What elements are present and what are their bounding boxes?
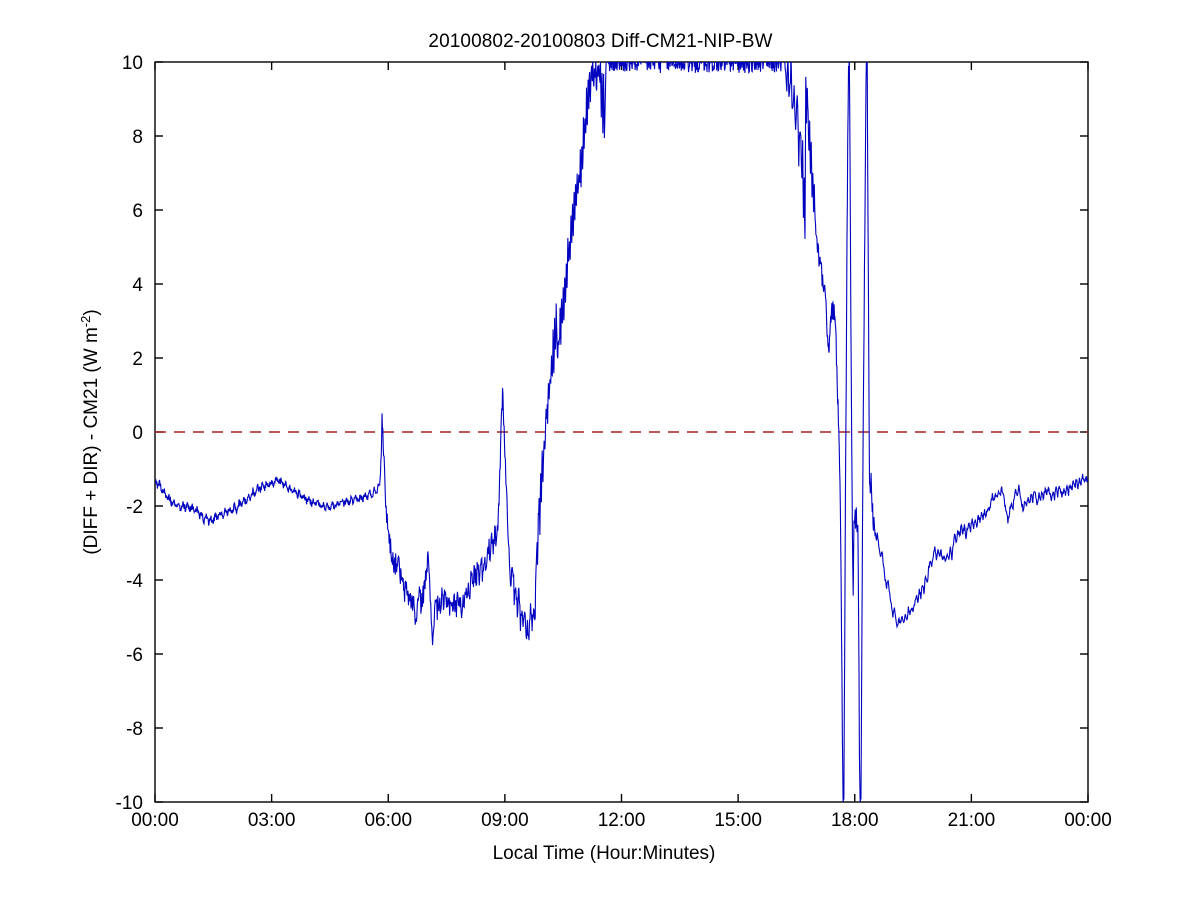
y-tick-label: 2 — [132, 349, 143, 370]
x-tick-label-group: 00:00 03:00 06:00 09:00 12:00 15:00 18:00 21:00… — [131, 810, 1112, 831]
y-axis-title: (DIFF + DIR) - CM21 (W m-2) — [78, 309, 102, 554]
chart-title: 20100802-20100803 Diff-CM21-NIP-BW — [428, 31, 773, 52]
y-tick-label: -2 — [126, 497, 143, 518]
y-tick-label: -10 — [116, 793, 143, 814]
x-tick-label: 03:00 — [248, 810, 296, 831]
y-tick-label: -6 — [126, 645, 143, 666]
x-tick-label: 15:00 — [714, 810, 762, 831]
y-tick-group — [155, 61, 1088, 803]
data-series-group — [155, 62, 1088, 802]
y-axis-title-close: ) — [81, 309, 102, 315]
y-tick-label-group: -10 -8 -6 -4 -2 0 2 4 6 8 10 — [116, 53, 144, 814]
y-tick-label: 10 — [122, 53, 143, 74]
x-tick-label: 09:00 — [481, 810, 529, 831]
y-axis-title-superscript: -2 — [78, 316, 93, 328]
y-tick-label: -8 — [126, 719, 143, 740]
y-tick-label: 0 — [132, 423, 143, 444]
x-axis-title: Local Time (Hour:Minutes) — [493, 843, 716, 864]
x-tick-label: 00:00 — [1064, 810, 1112, 831]
y-tick-label: -4 — [126, 571, 143, 592]
x-tick-label: 06:00 — [364, 810, 412, 831]
data-line — [155, 62, 1088, 802]
y-tick-label: 8 — [132, 127, 143, 148]
y-axis-title-main: (DIFF + DIR) - CM21 (W m — [81, 327, 102, 554]
y-tick-label: 4 — [132, 275, 143, 296]
x-tick-label: 18:00 — [831, 810, 879, 831]
y-tick-label: 6 — [132, 201, 143, 222]
x-tick-label: 12:00 — [598, 810, 646, 831]
x-tick-label: 00:00 — [131, 810, 179, 831]
x-tick-label: 21:00 — [948, 810, 996, 831]
